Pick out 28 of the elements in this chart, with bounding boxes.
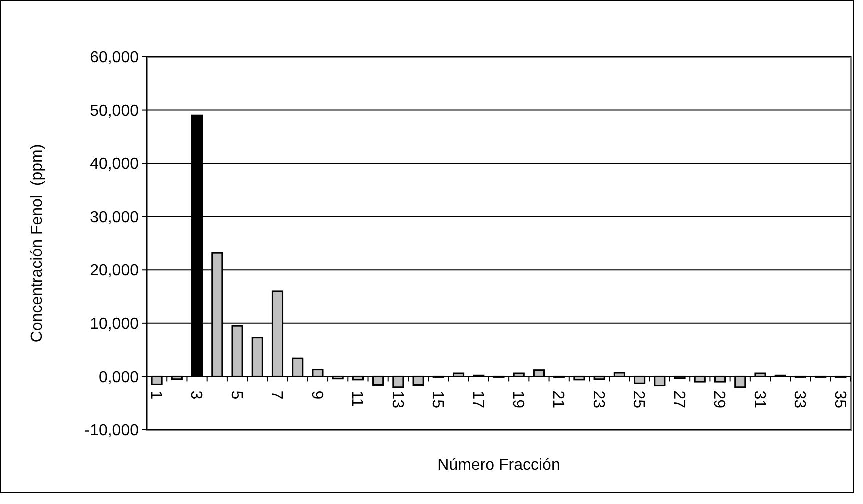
y-tick-label: 40,000 — [90, 156, 140, 174]
x-tick-label: 29 — [710, 390, 728, 409]
y-axis-title: Concentración Fenol (ppm) — [29, 144, 46, 343]
x-tick-label: 19 — [510, 390, 527, 409]
y-tick-label: 30,000 — [90, 209, 140, 226]
y-tick-label: 60,000 — [90, 50, 140, 67]
y-tick-label: 10,000 — [90, 316, 140, 334]
x-tick-label: 11 — [348, 390, 366, 408]
x-tick-label: 35 — [831, 390, 848, 409]
y-tick-label: 50,000 — [90, 102, 140, 120]
x-axis-title: Número Fracción — [438, 457, 560, 474]
x-tick-label: 21 — [550, 390, 567, 409]
x-tick-label: 9 — [308, 390, 326, 400]
y-tick-label: 20,000 — [90, 262, 140, 280]
x-tick-label: 3 — [188, 390, 205, 400]
x-tick-label: 31 — [750, 390, 768, 409]
x-tick-label: 15 — [429, 390, 446, 409]
x-tick-label: 27 — [670, 390, 688, 409]
x-tick-label: 1 — [147, 390, 164, 400]
x-tick-label: 7 — [268, 390, 286, 400]
x-tick-label: 25 — [630, 390, 648, 409]
x-tick-label: 5 — [228, 390, 245, 400]
y-tick-label: -10,000 — [84, 422, 140, 440]
x-tick-label: 13 — [388, 390, 406, 409]
x-tick-label: 33 — [791, 390, 808, 409]
x-tick-label: 23 — [590, 390, 607, 409]
y-tick-label: 0,000 — [98, 369, 140, 386]
x-tick-label: 17 — [469, 390, 486, 409]
